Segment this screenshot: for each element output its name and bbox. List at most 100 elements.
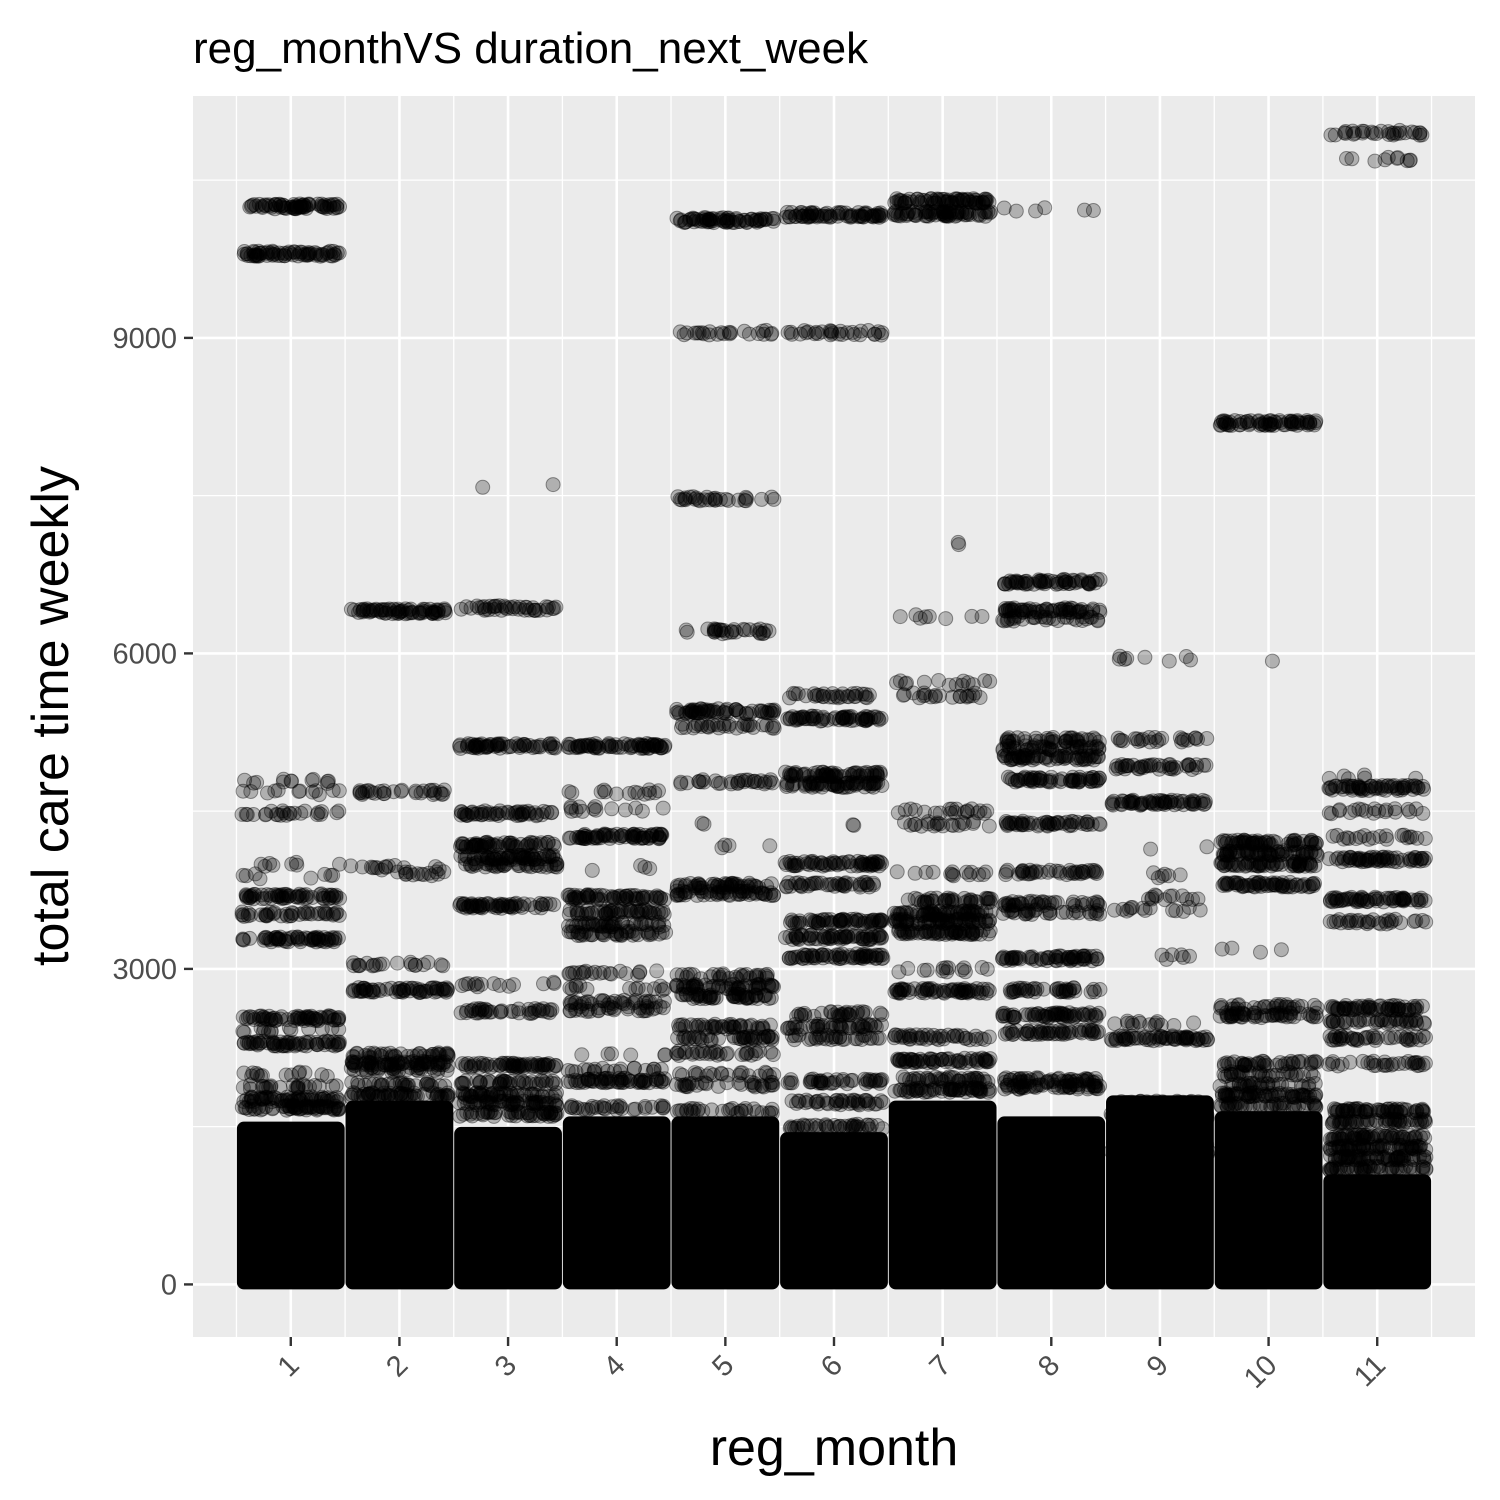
data-point bbox=[818, 1117, 834, 1133]
data-point bbox=[588, 830, 604, 846]
data-point bbox=[301, 1099, 317, 1115]
data-point bbox=[249, 247, 264, 263]
data-point bbox=[315, 247, 331, 263]
data-point bbox=[700, 702, 716, 718]
data-point bbox=[926, 1027, 942, 1043]
data-point bbox=[322, 198, 338, 214]
data-point bbox=[325, 867, 341, 883]
data-point bbox=[913, 1080, 929, 1096]
data-point bbox=[300, 245, 316, 261]
data-point bbox=[717, 837, 733, 853]
data-point bbox=[292, 199, 308, 215]
data-point bbox=[682, 489, 698, 505]
data-point bbox=[1074, 573, 1089, 589]
data-point bbox=[749, 1104, 765, 1120]
dense-point-cluster bbox=[888, 1100, 997, 1290]
data-point bbox=[243, 248, 259, 264]
data-point bbox=[574, 1047, 590, 1063]
data-point bbox=[241, 890, 257, 906]
data-point bbox=[864, 208, 880, 224]
data-point bbox=[286, 197, 302, 212]
data-point bbox=[964, 608, 980, 624]
data-point bbox=[542, 896, 558, 912]
data-point bbox=[267, 783, 283, 799]
data-point bbox=[1023, 772, 1039, 788]
data-point bbox=[679, 624, 695, 640]
data-point bbox=[840, 775, 855, 791]
data-point bbox=[299, 248, 315, 263]
data-point bbox=[235, 867, 251, 883]
data-point bbox=[390, 603, 405, 618]
data-point bbox=[617, 802, 633, 818]
data-point bbox=[308, 246, 324, 262]
data-point bbox=[326, 246, 342, 262]
data-point bbox=[310, 805, 326, 821]
data-point bbox=[803, 1118, 819, 1134]
data-point bbox=[315, 246, 330, 262]
data-point bbox=[275, 197, 291, 213]
data-point bbox=[404, 604, 420, 620]
data-point bbox=[472, 1060, 487, 1076]
data-point bbox=[325, 782, 341, 798]
data-point bbox=[823, 327, 838, 343]
data-point bbox=[746, 1075, 762, 1091]
data-point bbox=[742, 622, 758, 638]
data-point bbox=[752, 1043, 768, 1059]
data-point bbox=[327, 247, 343, 263]
data-point bbox=[722, 326, 738, 342]
data-point bbox=[296, 199, 312, 215]
data-point bbox=[250, 247, 265, 263]
data-point bbox=[235, 932, 251, 948]
data-point bbox=[365, 958, 381, 974]
data-point bbox=[246, 197, 262, 213]
data-point bbox=[567, 1100, 583, 1116]
data-point bbox=[265, 247, 281, 263]
data-point bbox=[969, 1081, 985, 1097]
data-point bbox=[672, 324, 688, 340]
data-point bbox=[360, 1087, 376, 1103]
data-point bbox=[677, 719, 693, 735]
data-point bbox=[708, 623, 724, 639]
data-point bbox=[288, 198, 304, 214]
data-point bbox=[410, 1063, 426, 1079]
data-point bbox=[302, 246, 317, 262]
data-point bbox=[247, 247, 263, 263]
data-point bbox=[765, 1047, 781, 1063]
data-point bbox=[251, 245, 267, 261]
data-point bbox=[286, 244, 302, 260]
data-point bbox=[386, 784, 402, 800]
data-point bbox=[630, 828, 646, 844]
data-point bbox=[331, 245, 347, 261]
data-point bbox=[859, 928, 875, 944]
data-point bbox=[258, 245, 274, 261]
data-point bbox=[653, 891, 669, 906]
data-point bbox=[567, 889, 583, 905]
data-point bbox=[755, 323, 771, 339]
data-point bbox=[475, 479, 491, 495]
data-point bbox=[345, 983, 361, 999]
data-point bbox=[1010, 575, 1026, 591]
data-point bbox=[655, 800, 671, 816]
data-point bbox=[293, 199, 309, 215]
data-point bbox=[413, 984, 429, 1000]
data-point bbox=[329, 199, 345, 215]
data-point bbox=[654, 925, 670, 940]
data-point bbox=[261, 197, 277, 213]
data-point bbox=[294, 199, 310, 215]
data-point bbox=[762, 838, 778, 854]
data-point bbox=[839, 1004, 854, 1020]
data-point bbox=[331, 803, 347, 819]
data-point bbox=[329, 196, 345, 212]
data-point bbox=[843, 1073, 859, 1088]
data-point bbox=[251, 248, 267, 264]
data-point bbox=[980, 204, 996, 220]
data-point bbox=[782, 928, 798, 944]
data-point bbox=[634, 803, 650, 819]
dense-point-cluster bbox=[671, 1116, 780, 1290]
data-point bbox=[355, 785, 371, 801]
data-point bbox=[703, 989, 718, 1005]
data-point bbox=[741, 326, 757, 342]
data-point bbox=[637, 1099, 653, 1114]
data-point bbox=[975, 922, 991, 938]
